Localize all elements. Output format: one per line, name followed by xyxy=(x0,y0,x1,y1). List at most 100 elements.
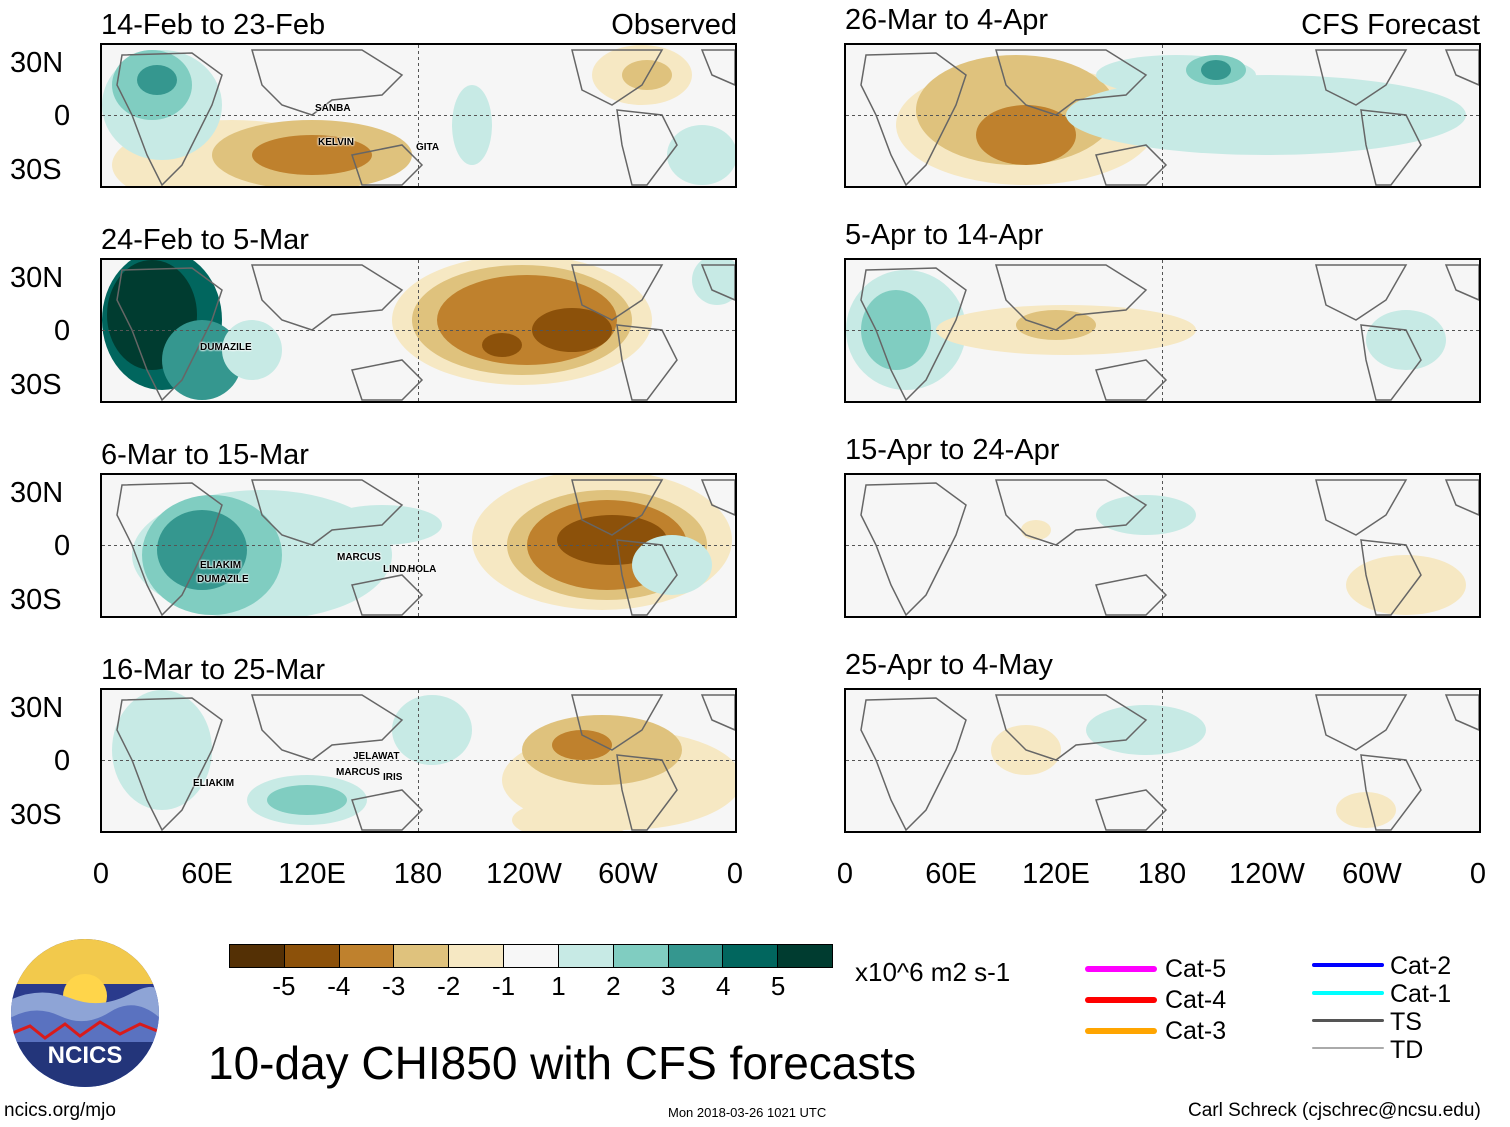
coastline xyxy=(1315,264,1408,321)
anomaly-contour xyxy=(552,730,612,760)
storm-label: DUMAZILE xyxy=(200,342,252,353)
coastline xyxy=(616,109,678,186)
lon-label: 60W xyxy=(1342,858,1402,890)
legend-label: TS xyxy=(1390,1008,1422,1036)
coastline xyxy=(1315,479,1408,536)
storm-label: MARCUS xyxy=(336,767,380,778)
colorbar-swatch xyxy=(284,945,340,967)
coastline xyxy=(995,49,1148,116)
map-obs-4 xyxy=(100,688,737,833)
coastline xyxy=(251,49,404,116)
anomaly-contour xyxy=(252,135,372,175)
map-obs-3 xyxy=(100,473,737,618)
lat-30n: 30N xyxy=(10,262,64,294)
coastline xyxy=(1444,479,1479,516)
coastline xyxy=(860,267,967,401)
colorbar-label: 1 xyxy=(551,971,566,1001)
anomaly-contour xyxy=(482,333,522,357)
anomaly-contour xyxy=(452,85,492,165)
legend-label: Cat-1 xyxy=(1390,980,1452,1008)
lon-label: 120E xyxy=(1022,858,1090,890)
colorbar-label: -1 xyxy=(491,971,516,1001)
map-fc-1 xyxy=(844,43,1481,188)
lat-30n: 30N xyxy=(10,47,64,79)
anomaly-contour xyxy=(976,105,1076,165)
legend-label: TD xyxy=(1390,1036,1424,1064)
storm-label: JELAWAT xyxy=(353,751,400,762)
colorbar-swatch xyxy=(230,945,285,967)
storm-label: IRIS xyxy=(383,772,403,783)
coastline xyxy=(351,359,424,401)
figure-title: 10-day CHI850 with CFS forecasts xyxy=(208,1037,917,1089)
storm-label: KELVIN xyxy=(318,137,354,148)
colorbar xyxy=(229,944,833,968)
storm-label: GITA xyxy=(416,142,440,153)
map-field xyxy=(102,475,735,616)
colorbar-label: -5 xyxy=(272,971,296,1001)
coastline xyxy=(700,264,735,301)
legend-line-cat1 xyxy=(1312,991,1384,995)
coastline xyxy=(700,49,735,86)
footer-url[interactable]: ncics.org/mjo xyxy=(4,1100,116,1121)
map-field xyxy=(846,260,1479,401)
anomaly-contour xyxy=(667,125,735,185)
map-field xyxy=(846,45,1479,186)
map-field xyxy=(102,260,735,401)
coastline xyxy=(116,482,223,616)
logo-text: NCICS xyxy=(48,1042,123,1069)
anomaly-contour xyxy=(267,785,347,815)
colorbar-swatch xyxy=(339,945,395,967)
coastline xyxy=(1444,49,1479,86)
map-obs-1 xyxy=(100,43,737,188)
coastline xyxy=(860,482,967,616)
coastline xyxy=(571,694,664,751)
panel-title: 14-Feb to 23-Feb xyxy=(101,9,326,41)
colorbar-swatch xyxy=(723,945,779,967)
anomaly-contour xyxy=(1346,555,1466,615)
coastline xyxy=(251,264,404,331)
coastline xyxy=(700,479,735,516)
colorbar-swatch xyxy=(504,945,559,967)
colorbar-label: -3 xyxy=(382,971,406,1001)
colorbar-label: -4 xyxy=(327,971,351,1001)
coastline xyxy=(860,52,967,186)
legend-line-td xyxy=(1312,1047,1384,1049)
colorbar-label: 5 xyxy=(770,971,786,1001)
colorbar-label: -2 xyxy=(437,971,461,1001)
coastline xyxy=(1444,264,1479,301)
lon-label: 0 xyxy=(1469,858,1487,890)
storm-label: ELIAKIM xyxy=(200,560,242,571)
lon-label: 180 xyxy=(393,858,443,890)
storm-label: HOLA xyxy=(408,564,437,575)
coastline xyxy=(860,697,967,831)
coastline xyxy=(1095,144,1168,186)
legend-label: Cat-3 xyxy=(1165,1017,1227,1045)
lat-30n: 30N xyxy=(10,692,64,724)
lon-label: 120W xyxy=(486,858,562,890)
storm-label: LINDA xyxy=(383,564,414,575)
colorbar-units: x10^6 m2 s-1 xyxy=(855,957,1011,987)
map-fc-2 xyxy=(844,258,1481,403)
coastline xyxy=(571,49,664,106)
coastline xyxy=(995,264,1148,331)
coastline xyxy=(251,479,404,546)
observed-label: Observed xyxy=(611,9,737,41)
panel-title: 26-Mar to 4-Apr xyxy=(845,4,1049,36)
anomaly-contour xyxy=(392,695,472,765)
coastline xyxy=(1315,694,1408,751)
coastline xyxy=(571,264,664,321)
lat-30s: 30S xyxy=(10,584,62,616)
panel-title: 24-Feb to 5-Mar xyxy=(101,224,309,256)
anomaly-contour xyxy=(112,690,212,810)
coastline xyxy=(995,479,1148,546)
colorbar-swatch xyxy=(394,945,450,967)
colorbar-swatch xyxy=(558,945,614,967)
lat-30s: 30S xyxy=(10,799,62,831)
lat-0: 0 xyxy=(54,100,71,132)
anomaly-contour xyxy=(512,800,632,831)
colorbar-label: 3 xyxy=(661,971,676,1001)
legend-label: Cat-5 xyxy=(1165,955,1227,983)
coastline xyxy=(351,144,424,186)
lat-0: 0 xyxy=(54,315,71,347)
anomaly-contour xyxy=(1366,310,1446,370)
